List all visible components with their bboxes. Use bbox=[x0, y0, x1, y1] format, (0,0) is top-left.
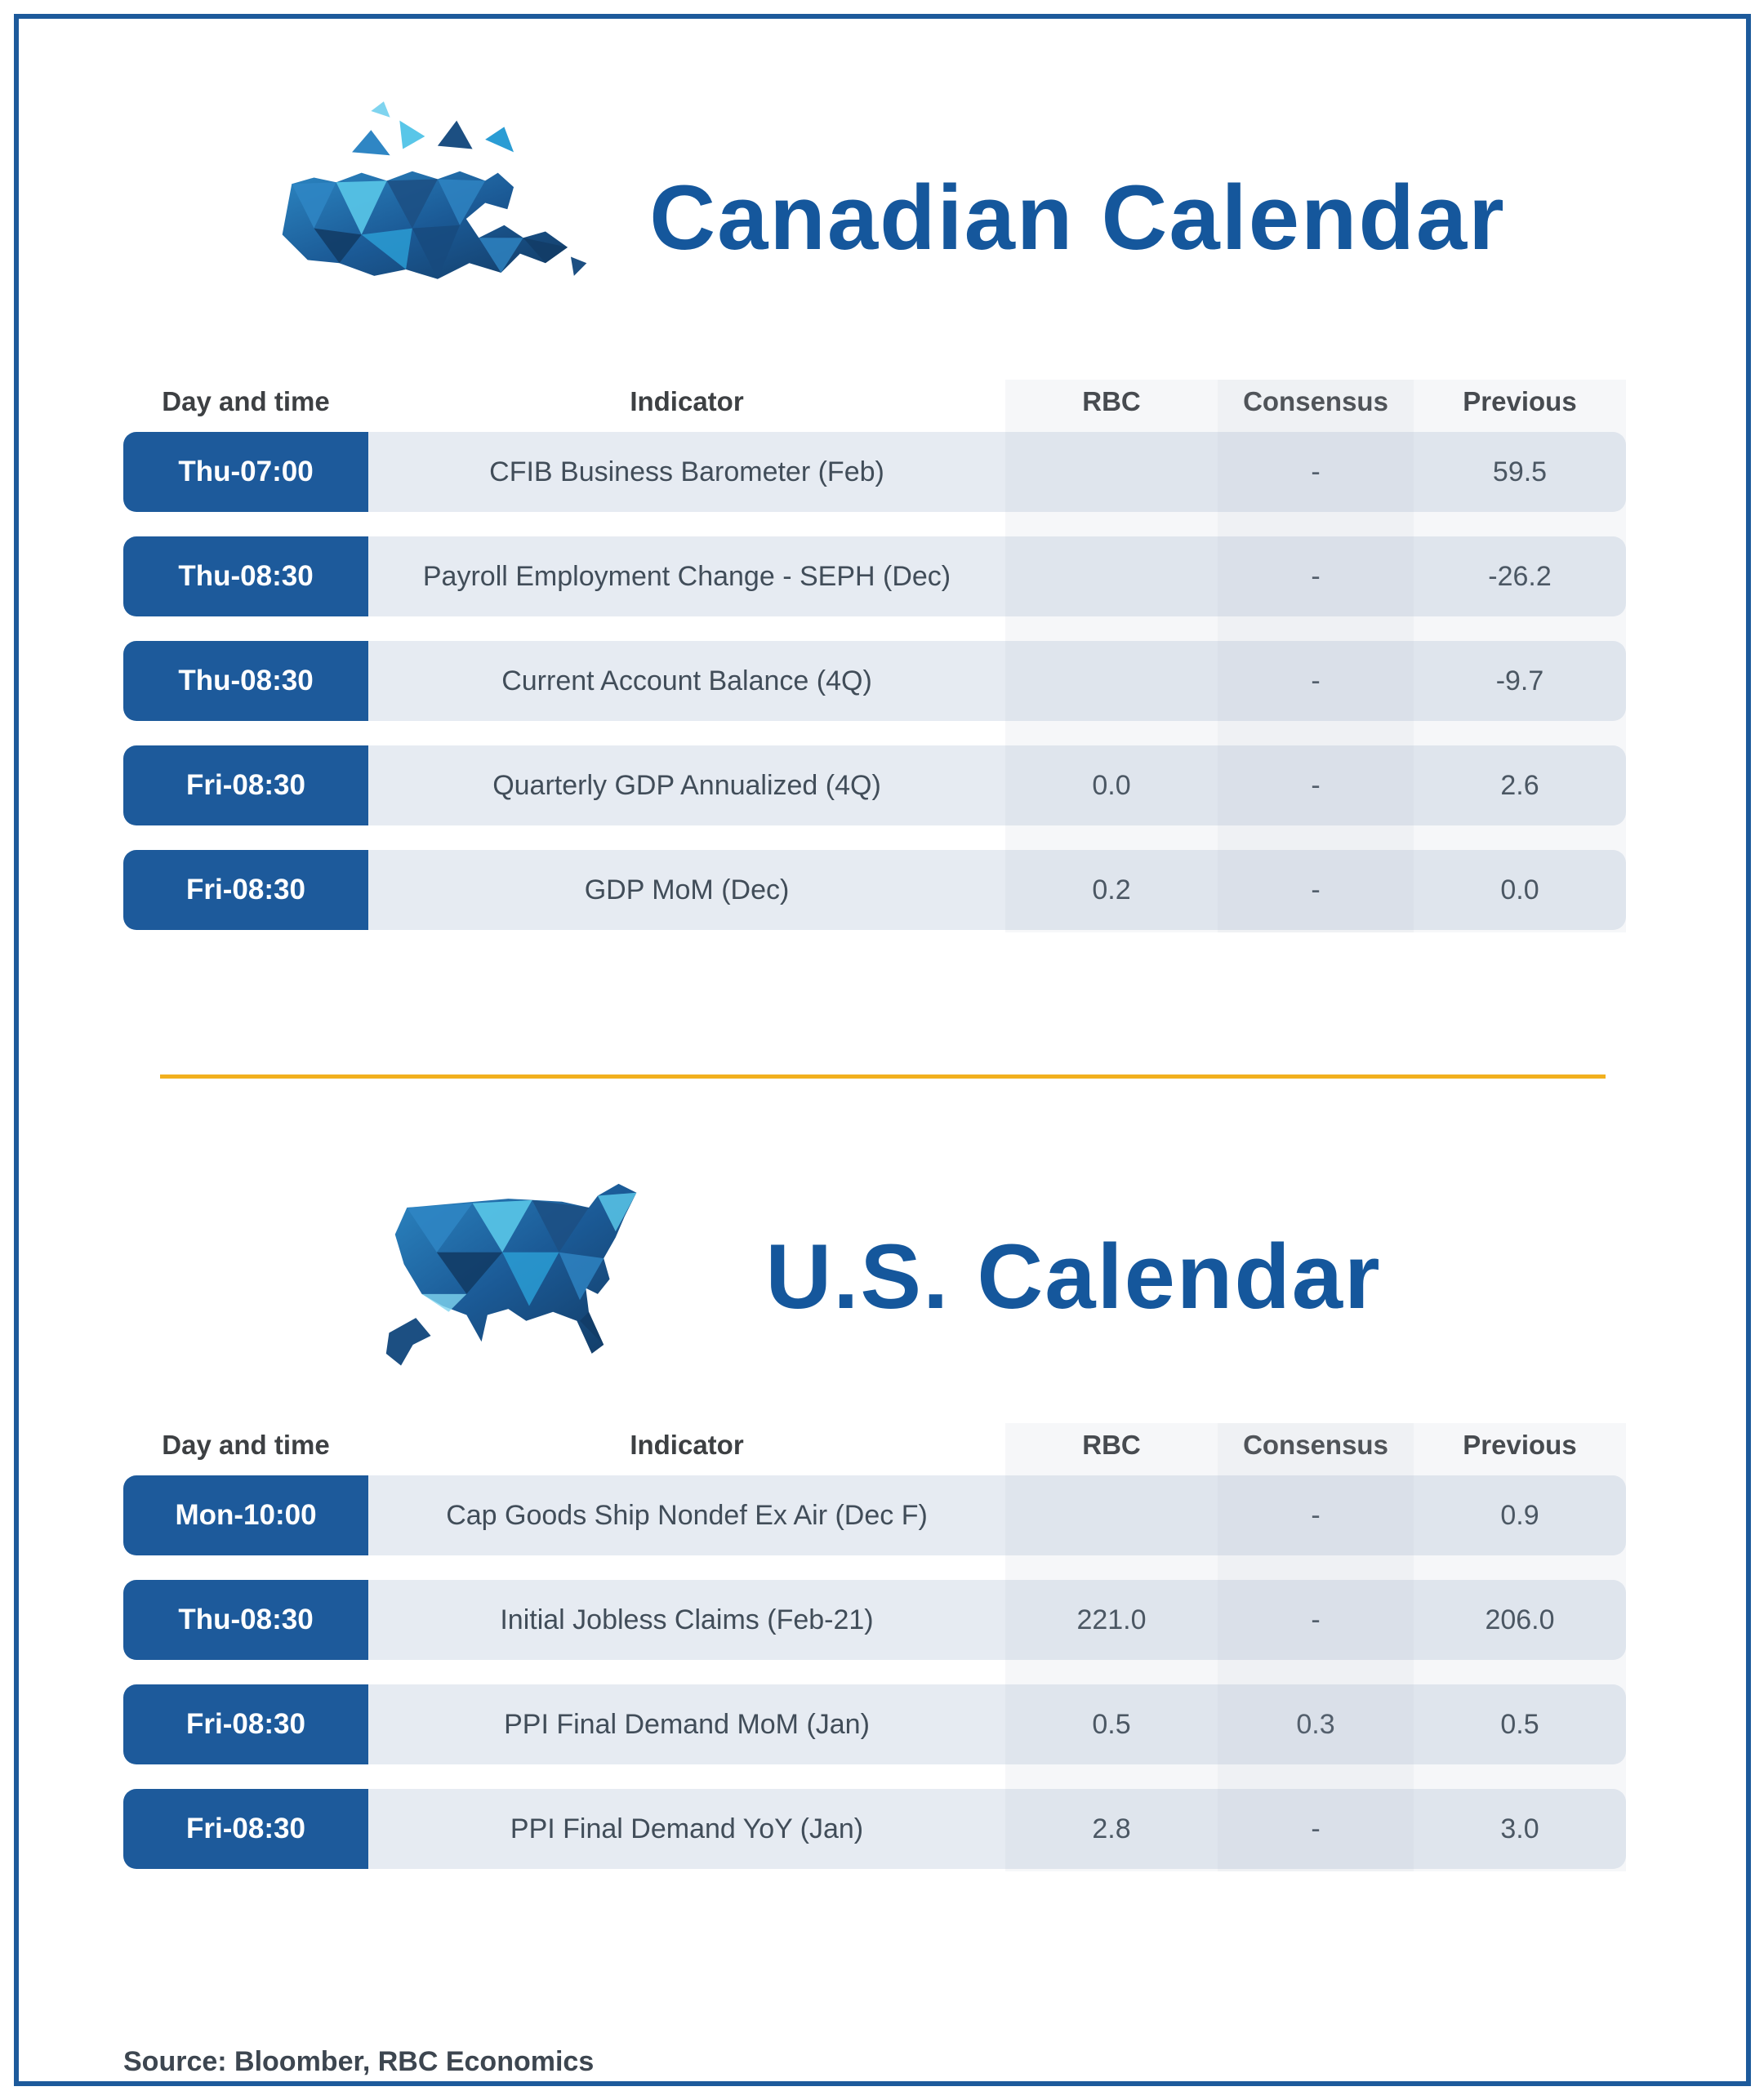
header-consensus: Consensus bbox=[1243, 1430, 1388, 1460]
canadian-calendar-header: Canadian Calendar bbox=[19, 82, 1746, 352]
rbc-cell: 221.0 bbox=[1005, 1580, 1218, 1660]
header-consensus: Consensus bbox=[1243, 386, 1388, 416]
header-previous: Previous bbox=[1463, 1430, 1577, 1460]
source-note: Source: Bloomber, RBC Economics bbox=[123, 2046, 595, 2077]
us-calendar-title: U.S. Calendar bbox=[765, 1225, 1382, 1328]
previous-cell: -26.2 bbox=[1414, 536, 1626, 616]
previous-cell: 0.5 bbox=[1414, 1684, 1626, 1764]
indicator-cell: PPI Final Demand YoY (Jan) bbox=[368, 1789, 1005, 1869]
table-row: Fri-08:30 PPI Final Demand YoY (Jan) 2.8… bbox=[123, 1789, 1626, 1869]
us-calendar-header: U.S. Calendar bbox=[19, 1157, 1746, 1395]
consensus-cell: - bbox=[1218, 536, 1414, 616]
rbc-cell bbox=[1005, 1475, 1218, 1555]
previous-cell: 2.6 bbox=[1414, 745, 1626, 825]
indicator-cell: Current Account Balance (4Q) bbox=[368, 641, 1005, 721]
day-time-cell: Fri-08:30 bbox=[123, 1684, 368, 1764]
canadian-calendar-title: Canadian Calendar bbox=[649, 166, 1506, 269]
day-time-cell: Thu-08:30 bbox=[123, 536, 368, 616]
header-previous: Previous bbox=[1463, 386, 1577, 416]
header-rbc: RBC bbox=[1082, 386, 1141, 416]
table-row: Fri-08:30 Quarterly GDP Annualized (4Q) … bbox=[123, 745, 1626, 825]
indicator-cell: CFIB Business Barometer (Feb) bbox=[368, 432, 1005, 512]
header-rbc: RBC bbox=[1082, 1430, 1141, 1460]
rbc-cell: 2.8 bbox=[1005, 1789, 1218, 1869]
day-time-cell: Fri-08:30 bbox=[123, 850, 368, 930]
indicator-cell: Cap Goods Ship Nondef Ex Air (Dec F) bbox=[368, 1475, 1005, 1555]
previous-cell: 206.0 bbox=[1414, 1580, 1626, 1660]
indicator-cell: Quarterly GDP Annualized (4Q) bbox=[368, 745, 1005, 825]
canada-map-icon bbox=[282, 101, 587, 279]
rbc-cell: 0.0 bbox=[1005, 745, 1218, 825]
indicator-cell: Payroll Employment Change - SEPH (Dec) bbox=[368, 536, 1005, 616]
consensus-cell: - bbox=[1218, 641, 1414, 721]
header-day-and-time: Day and time bbox=[162, 1430, 330, 1460]
previous-cell: -9.7 bbox=[1414, 641, 1626, 721]
day-time-cell: Fri-08:30 bbox=[123, 745, 368, 825]
day-time-cell: Thu-08:30 bbox=[123, 641, 368, 721]
us-calendar-section: U.S. Calendar Day and time Indicator RBC… bbox=[19, 1157, 1746, 1894]
consensus-cell: - bbox=[1218, 850, 1414, 930]
us-calendar-table: Day and time Indicator RBC Consensus Pre… bbox=[123, 1423, 1626, 1894]
previous-cell: 0.9 bbox=[1414, 1475, 1626, 1555]
consensus-cell: - bbox=[1218, 1789, 1414, 1869]
table-header-row: Day and time Indicator RBC Consensus Pre… bbox=[123, 380, 1626, 424]
day-time-cell: Thu-07:00 bbox=[123, 432, 368, 512]
rbc-cell bbox=[1005, 536, 1218, 616]
gold-divider bbox=[159, 1074, 1606, 1079]
consensus-cell: - bbox=[1218, 745, 1414, 825]
rbc-cell bbox=[1005, 641, 1218, 721]
canadian-calendar-table: Day and time Indicator RBC Consensus Pre… bbox=[123, 380, 1626, 955]
day-time-cell: Thu-08:30 bbox=[123, 1580, 368, 1660]
canadian-calendar-section: Canadian Calendar Day and time Indicator… bbox=[19, 82, 1746, 955]
indicator-cell: PPI Final Demand MoM (Jan) bbox=[368, 1684, 1005, 1764]
consensus-cell: - bbox=[1218, 1580, 1414, 1660]
table-row: Thu-07:00 CFIB Business Barometer (Feb) … bbox=[123, 432, 1626, 512]
previous-cell: 59.5 bbox=[1414, 432, 1626, 512]
consensus-cell: - bbox=[1218, 432, 1414, 512]
rbc-cell bbox=[1005, 432, 1218, 512]
table-row: Mon-10:00 Cap Goods Ship Nondef Ex Air (… bbox=[123, 1475, 1626, 1555]
header-indicator: Indicator bbox=[630, 386, 744, 416]
previous-cell: 3.0 bbox=[1414, 1789, 1626, 1869]
indicator-cell: Initial Jobless Claims (Feb-21) bbox=[368, 1580, 1005, 1660]
us-map-icon bbox=[386, 1183, 637, 1366]
indicator-cell: GDP MoM (Dec) bbox=[368, 850, 1005, 930]
day-time-cell: Mon-10:00 bbox=[123, 1475, 368, 1555]
table-row: Thu-08:30 Payroll Employment Change - SE… bbox=[123, 536, 1626, 616]
previous-cell: 0.0 bbox=[1414, 850, 1626, 930]
table-row: Fri-08:30 GDP MoM (Dec) 0.2 - 0.0 bbox=[123, 850, 1626, 930]
header-indicator: Indicator bbox=[630, 1430, 744, 1460]
table-row: Fri-08:30 PPI Final Demand MoM (Jan) 0.5… bbox=[123, 1684, 1626, 1764]
table-row: Thu-08:30 Initial Jobless Claims (Feb-21… bbox=[123, 1580, 1626, 1660]
page: Canadian Calendar Day and time Indicator… bbox=[14, 14, 1751, 2086]
table-header-row: Day and time Indicator RBC Consensus Pre… bbox=[123, 1423, 1626, 1467]
rbc-cell: 0.5 bbox=[1005, 1684, 1218, 1764]
consensus-cell: - bbox=[1218, 1475, 1414, 1555]
rbc-cell: 0.2 bbox=[1005, 850, 1218, 930]
header-day-and-time: Day and time bbox=[162, 386, 330, 416]
table-row: Thu-08:30 Current Account Balance (4Q) -… bbox=[123, 641, 1626, 721]
day-time-cell: Fri-08:30 bbox=[123, 1789, 368, 1869]
consensus-cell: 0.3 bbox=[1218, 1684, 1414, 1764]
